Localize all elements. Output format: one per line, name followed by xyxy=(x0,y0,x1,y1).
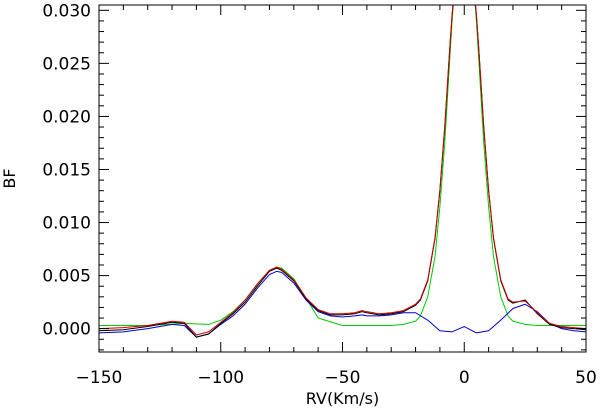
y-tick-label: 0.010 xyxy=(42,214,91,234)
y-tick-label: 0.015 xyxy=(42,160,91,180)
plot-frame xyxy=(98,4,587,353)
x-tick-label: −150 xyxy=(76,368,123,388)
x-axis-title: RV(Km/s) xyxy=(306,389,379,408)
y-tick-label: 0.030 xyxy=(42,1,91,21)
y-tick-label: 0.005 xyxy=(42,267,91,287)
series-line-0 xyxy=(99,5,586,338)
y-tick-label: 0.020 xyxy=(42,107,91,127)
x-tick-label: −100 xyxy=(197,368,244,388)
y-axis-title: BF xyxy=(0,168,19,188)
series-line-3 xyxy=(99,270,586,338)
series-line-1 xyxy=(99,5,586,336)
series-line-2 xyxy=(99,5,586,326)
tick-layer: −150 −100 −50 0 50 0.000 0.005 0.010 0.015 0.020 0… xyxy=(42,1,596,388)
y-tick-label: 0.025 xyxy=(42,54,91,74)
x-tick-label: 0 xyxy=(459,368,470,388)
x-tick-label: 50 xyxy=(575,368,597,388)
x-tick-label: −50 xyxy=(325,368,361,388)
series-layer xyxy=(99,5,586,338)
y-tick-label: 0.000 xyxy=(42,320,91,340)
